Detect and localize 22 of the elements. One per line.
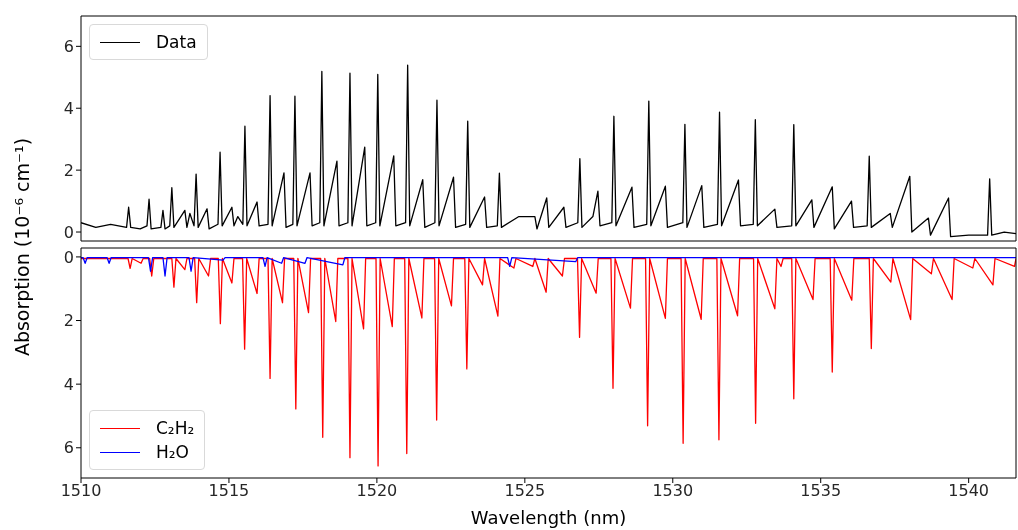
y-tick-label: 0	[63, 222, 74, 242]
line-series	[81, 256, 1016, 277]
x-tick-label: 1535	[800, 481, 842, 501]
y-tick-label: 2	[63, 160, 74, 180]
line-series	[81, 257, 1016, 467]
x-axis-title: Wavelength (nm)	[470, 507, 627, 528]
y-axis-title: Absorption (10⁻⁶ cm⁻¹)	[11, 137, 33, 357]
x-tick-label: 1520	[356, 481, 398, 501]
x-tick-label: 1525	[504, 481, 546, 501]
x-tick-label: 1510	[60, 481, 102, 501]
legend-label: C₂H₂	[156, 418, 195, 438]
legend-label: H₂O	[156, 442, 189, 462]
x-tick-label: 1530	[652, 481, 694, 501]
x-tick-label: 1540	[948, 481, 990, 501]
y-tick-label: 6	[63, 37, 74, 57]
y-tick-label: 6	[63, 438, 74, 458]
y-tick-label: 4	[63, 374, 74, 394]
y-tick-label: 4	[63, 98, 74, 118]
y-tick-label: 2	[63, 311, 74, 331]
legend-label: Data	[156, 32, 197, 52]
y-tick-label: 0	[63, 247, 74, 267]
x-tick-label: 1515	[208, 481, 250, 501]
